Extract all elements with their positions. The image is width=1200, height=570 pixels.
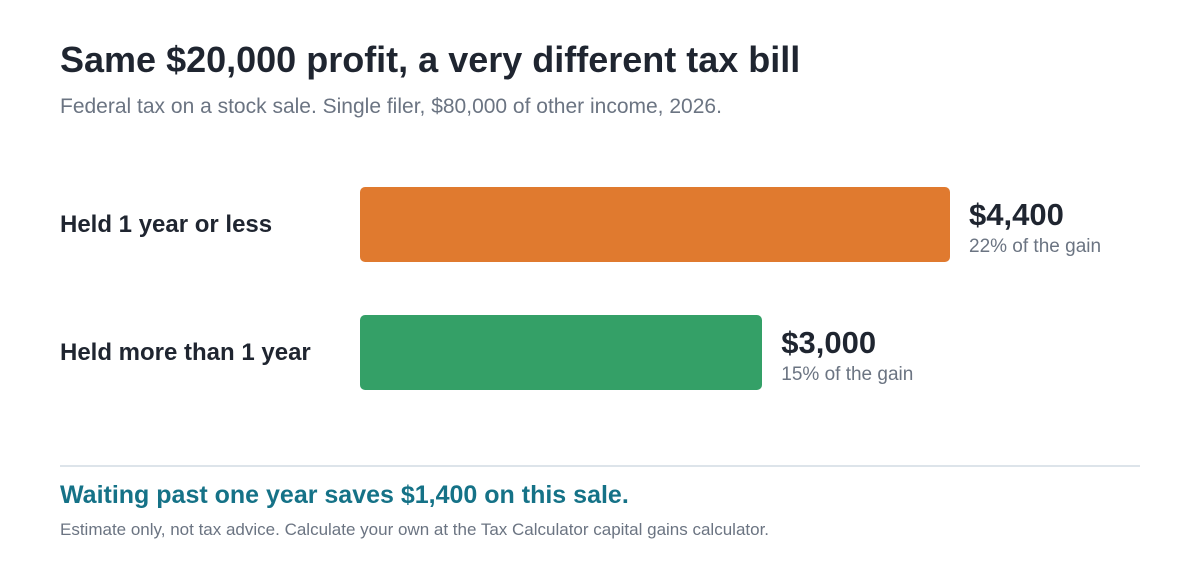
- bar-value-label: $3,000: [781, 325, 877, 360]
- bar-value-label: $4,400: [969, 197, 1064, 232]
- chart-title: Same $20,000 profit, a very different ta…: [60, 39, 801, 80]
- bar: [360, 187, 950, 262]
- chart-subtitle: Federal tax on a stock sale. Single file…: [60, 95, 722, 118]
- divider: [60, 465, 1140, 467]
- disclaimer-footnote: Estimate only, not tax advice. Calculate…: [60, 520, 770, 539]
- bar-category-label: Held 1 year or less: [60, 210, 273, 238]
- bar-chart: Held 1 year or less $4,400 22% of the gain…: [60, 187, 1102, 390]
- bar-category-label: Held more than 1 year: [60, 338, 311, 366]
- bar: [360, 315, 763, 390]
- takeaway-text: Waiting past one year saves $1,400 on th…: [60, 481, 629, 509]
- bar-percent-note: 22% of the gain: [969, 236, 1102, 257]
- bar-percent-note: 15% of the gain: [781, 364, 914, 385]
